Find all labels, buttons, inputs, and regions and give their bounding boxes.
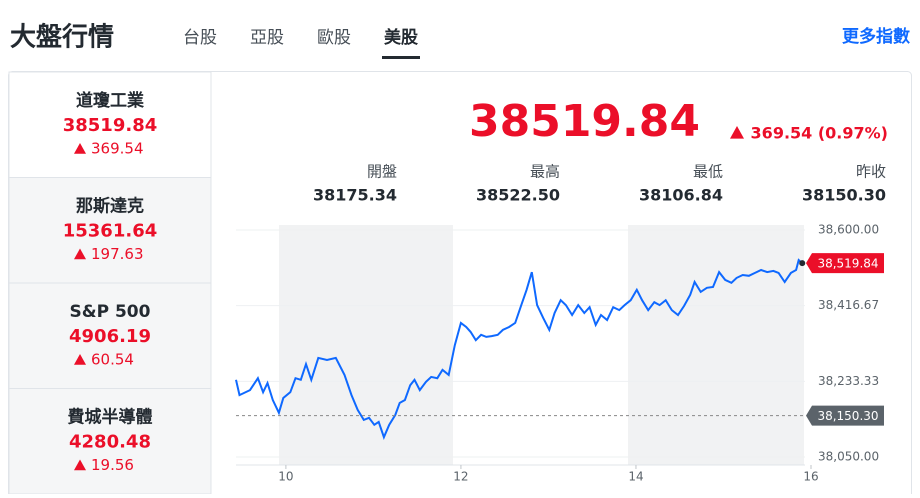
stat-value: 38150.30: [802, 186, 886, 205]
y-tick-label: 38,233.33: [818, 374, 879, 388]
index-item[interactable]: [8, 71, 212, 178]
tab[interactable]: 歐股: [317, 28, 351, 48]
index-price: 38519.84: [63, 115, 158, 136]
stat-value: 38175.34: [313, 186, 397, 205]
index-change: 60.54: [91, 351, 134, 369]
index-name: 道瓊工業: [76, 90, 144, 111]
y-tick-label: 38,416.67: [818, 298, 879, 312]
up-arrow: [74, 459, 86, 471]
index-item[interactable]: [8, 177, 212, 284]
tab[interactable]: 美股: [384, 27, 418, 48]
page-title: 大盤行情: [10, 22, 114, 53]
stat-label: 最低: [693, 163, 723, 181]
x-tick-label: 12: [453, 470, 468, 484]
up-arrow: [730, 126, 744, 139]
quote-price: 38519.84: [469, 96, 700, 147]
last-price-label: 38,519.84: [817, 257, 878, 271]
index-change: 369.54: [91, 140, 144, 158]
index-price: 4906.19: [69, 326, 151, 347]
index-change: 197.63: [91, 245, 144, 263]
previous-close-label: 38,150.30: [817, 409, 878, 423]
index-name: S&P 500: [70, 302, 151, 322]
session-band: [279, 225, 453, 465]
x-tick-label: 16: [803, 470, 818, 484]
stat-value: 38106.84: [639, 186, 723, 205]
quote-change: 369.54 (0.97%): [751, 124, 888, 143]
index-name: 那斯達克: [76, 196, 144, 217]
x-tick-label: 10: [278, 470, 293, 484]
y-tick-label: 38,600.00: [818, 223, 879, 237]
last-point: [799, 260, 806, 267]
tab-underline: [382, 56, 420, 59]
up-arrow: [74, 354, 86, 365]
up-arrow: [74, 143, 86, 154]
x-tick-label: 14: [628, 470, 643, 484]
index-price: 15361.64: [63, 221, 158, 242]
price-line: [235, 258, 803, 440]
stat-label: 最高: [530, 163, 560, 181]
index-change: 19.56: [91, 456, 134, 474]
tab[interactable]: 台股: [183, 28, 217, 48]
session-band: [628, 225, 804, 465]
stat-label: 開盤: [367, 163, 397, 181]
more-link[interactable]: 更多指數: [842, 26, 910, 47]
up-arrow: [74, 248, 86, 260]
stat-label: 昨收: [856, 163, 886, 181]
tab[interactable]: 亞股: [250, 28, 284, 48]
previous-close-label-box: [806, 405, 884, 426]
index-name: 費城半導體: [68, 407, 153, 428]
y-tick-label: 38,050.00: [818, 450, 879, 464]
stat-value: 38522.50: [476, 186, 560, 205]
index-price: 4280.48: [69, 432, 151, 453]
last-price-label-box: [806, 253, 884, 274]
